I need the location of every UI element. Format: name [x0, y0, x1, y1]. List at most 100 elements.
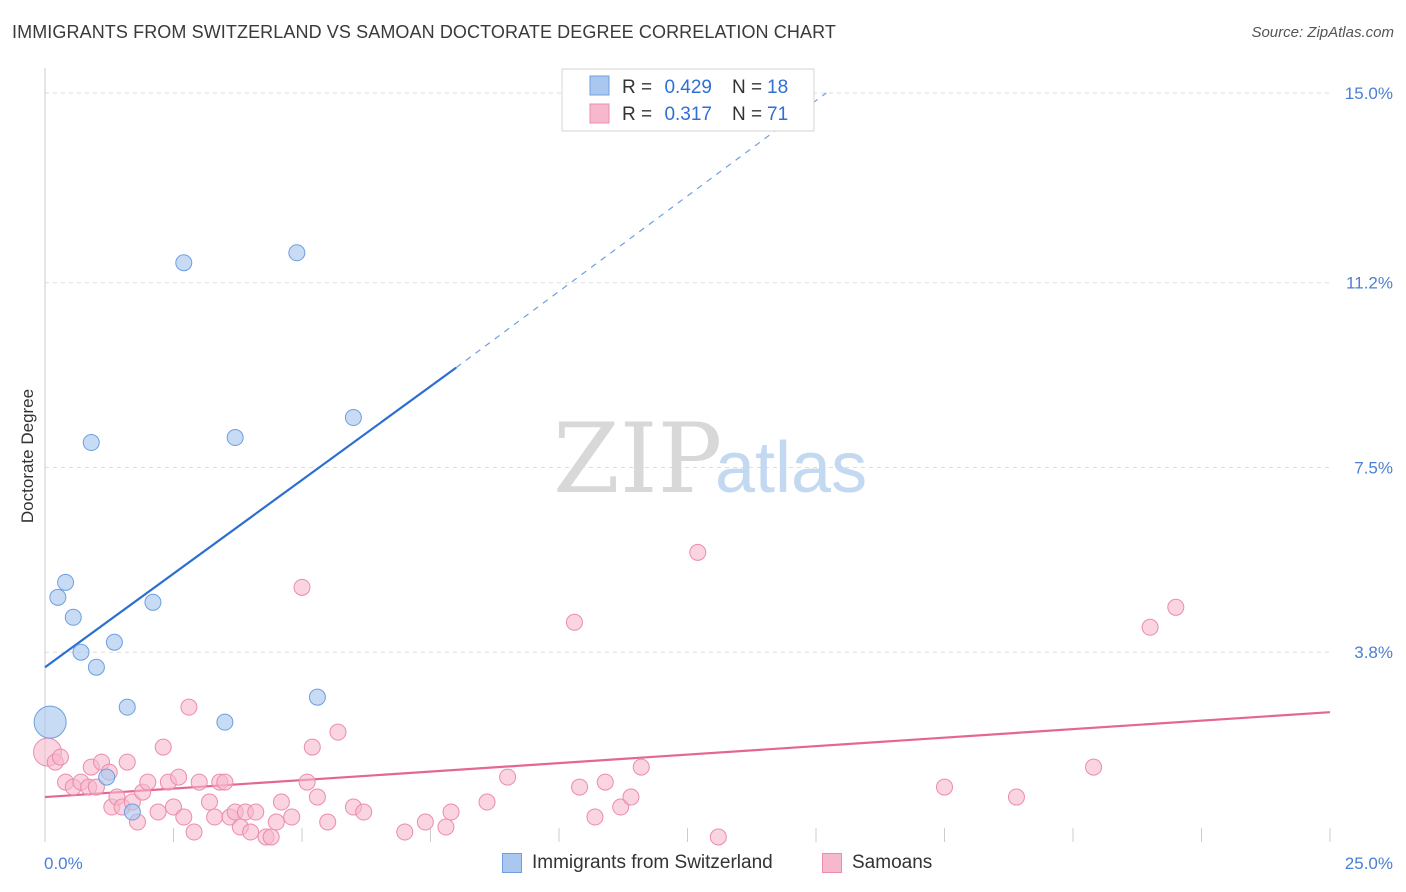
legend-r-value-1: 0.429: [664, 77, 712, 98]
point-samoans-58: [571, 778, 589, 796]
y-tick-label-2: 11.2%: [1346, 274, 1393, 293]
point-samoans-27: [190, 773, 208, 791]
point-samoans-62: [622, 788, 640, 806]
point-samoans-37: [247, 803, 265, 821]
legend-swatch-blue: [589, 75, 610, 96]
trend-lines: [44, 92, 1331, 799]
point-switzerland-7: [105, 633, 123, 651]
bottom-legend-swatch-pink: [822, 853, 842, 873]
point-switzerland-14: [226, 429, 244, 447]
chart-title: IMMIGRANTS FROM SWITZERLAND VS SAMOAN DO…: [12, 22, 836, 42]
bottom-legend-item-switzerland: Immigrants from Switzerland: [502, 852, 773, 874]
legend-n-label-2: N =: [732, 104, 762, 125]
point-samoans-55: [478, 793, 496, 811]
point-samoans-2: [51, 748, 69, 766]
point-switzerland-0: [33, 705, 67, 739]
point-samoans-20: [154, 738, 172, 756]
point-samoans-8: [87, 778, 105, 796]
grid-lines: [45, 92, 1330, 653]
data-points: [33, 244, 1185, 846]
bottom-legend: Immigrants from Switzerland Samoans: [0, 852, 1406, 878]
point-samoans-26: [185, 823, 203, 841]
y-tick-label-3: 15.0%: [1345, 84, 1393, 103]
point-switzerland-9: [118, 698, 136, 716]
point-switzerland-15: [288, 244, 306, 262]
point-switzerland-4: [72, 643, 90, 661]
point-samoans-47: [319, 813, 337, 831]
legend-n-label-1: N =: [732, 77, 762, 98]
legend-n-value-1: 18: [767, 77, 788, 98]
point-samoans-19: [149, 803, 167, 821]
legend: R = 0.429 N = 18 R = 0.317 N = 71: [561, 68, 815, 132]
legend-r-value-2: 0.317: [664, 104, 712, 125]
trend-line-samoans: [44, 711, 1331, 799]
point-samoans-14: [118, 753, 136, 771]
point-switzerland-2: [57, 573, 75, 591]
point-samoans-67: [1007, 788, 1025, 806]
y-axis-label: Doctorate Degree: [18, 389, 37, 523]
point-samoans-43: [293, 578, 311, 596]
point-samoans-39: [262, 828, 280, 846]
point-samoans-42: [283, 808, 301, 826]
point-samoans-23: [170, 768, 188, 786]
point-samoans-18: [139, 773, 157, 791]
point-samoans-40: [267, 813, 285, 831]
source-label: Source: ZipAtlas.com: [1251, 24, 1394, 41]
point-samoans-50: [355, 803, 373, 821]
point-samoans-22: [165, 798, 182, 816]
point-samoans-29: [206, 808, 224, 826]
point-switzerland-11: [144, 593, 162, 611]
point-samoans-57: [565, 613, 583, 631]
point-switzerland-12: [175, 254, 193, 272]
point-samoans-28: [200, 793, 218, 811]
point-samoans-46: [308, 788, 326, 806]
legend-swatch-pink: [589, 103, 610, 124]
point-samoans-60: [596, 773, 614, 791]
bottom-legend-label-samoans: Samoans: [852, 852, 933, 873]
point-samoans-61: [612, 798, 630, 816]
legend-n-value-2: 71: [767, 104, 788, 125]
point-switzerland-6: [87, 658, 105, 676]
y-tick-label-0: 3.8%: [1354, 643, 1393, 662]
point-samoans-45: [303, 738, 321, 756]
point-samoans-52: [416, 813, 434, 831]
watermark-zip: ZIP: [553, 403, 722, 515]
point-samoans-24: [175, 808, 193, 826]
x-tick-labels: 0.0% 25.0%: [44, 854, 1393, 873]
bottom-legend-label-switzerland: Immigrants from Switzerland: [532, 852, 773, 873]
point-samoans-64: [689, 543, 707, 561]
bottom-legend-item-samoans: Samoans: [822, 852, 932, 874]
point-samoans-56: [499, 768, 517, 786]
point-samoans-68: [1085, 758, 1103, 776]
point-samoans-54: [442, 803, 460, 821]
trend-line-switzerland-extension: [455, 92, 827, 369]
point-switzerland-1: [49, 588, 67, 606]
legend-r-label-1: R =: [622, 77, 652, 98]
point-samoans-48: [329, 723, 347, 741]
point-switzerland-16: [308, 688, 326, 706]
point-samoans-59: [586, 808, 604, 826]
legend-r-label-2: R =: [622, 104, 652, 125]
watermark-atlas: atlas: [715, 428, 867, 508]
point-samoans-65: [709, 828, 727, 846]
point-samoans-69: [1141, 618, 1159, 636]
trend-line-switzerland: [44, 366, 457, 669]
point-samoans-70: [1167, 598, 1185, 616]
point-switzerland-10: [123, 803, 141, 821]
point-samoans-53: [437, 818, 455, 836]
watermark: ZIP atlas: [553, 403, 867, 515]
point-samoans-44: [298, 773, 316, 791]
point-switzerland-8: [98, 768, 116, 786]
point-switzerland-5: [82, 434, 100, 452]
point-switzerland-17: [344, 409, 362, 427]
y-tick-labels: 3.8% 7.5% 11.2% 15.0%: [1345, 84, 1393, 662]
point-samoans-31: [216, 773, 234, 791]
point-samoans-51: [396, 823, 414, 841]
point-samoans-41: [272, 793, 290, 811]
point-switzerland-13: [216, 713, 234, 731]
point-switzerland-3: [64, 608, 82, 626]
point-samoans-25: [180, 698, 198, 716]
y-tick-label-1: 7.5%: [1354, 458, 1393, 477]
point-samoans-66: [936, 778, 953, 796]
